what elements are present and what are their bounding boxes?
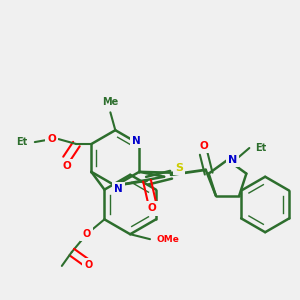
Text: S: S [175, 163, 183, 173]
Text: O: O [148, 203, 156, 214]
Text: O: O [47, 134, 56, 144]
Text: O: O [200, 141, 208, 151]
Text: N: N [228, 155, 237, 165]
Text: N: N [114, 184, 123, 194]
Text: O: O [85, 260, 93, 270]
Text: Et: Et [256, 143, 267, 153]
Text: Et: Et [16, 137, 28, 147]
Text: O: O [62, 161, 71, 171]
Text: O: O [82, 229, 91, 239]
Text: N: N [132, 136, 141, 146]
Text: OMe: OMe [156, 235, 179, 244]
Text: Me: Me [102, 98, 119, 107]
